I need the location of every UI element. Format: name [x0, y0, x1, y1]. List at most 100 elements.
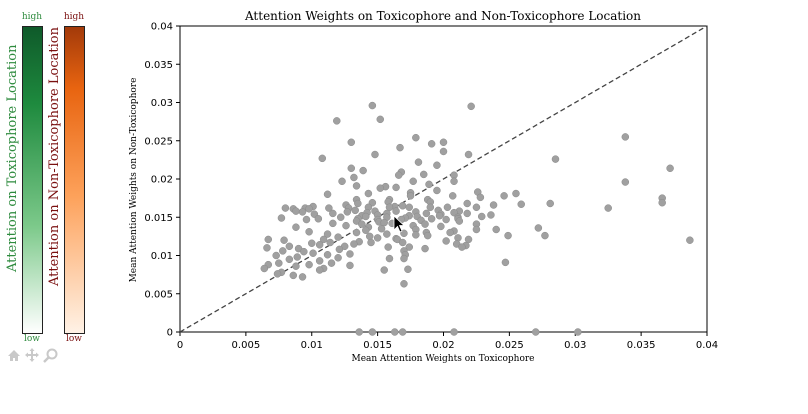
data-point — [464, 150, 473, 159]
data-point — [347, 138, 356, 147]
data-point — [298, 273, 307, 281]
data-point — [376, 184, 385, 192]
non-toxicophore-colorbar-low-label: low — [65, 334, 82, 344]
data-point — [334, 254, 342, 262]
data-point — [289, 271, 298, 280]
data-point — [350, 173, 358, 182]
data-point — [285, 255, 294, 264]
data-point — [421, 220, 429, 228]
data-point — [423, 231, 432, 240]
data-point — [352, 182, 361, 190]
data-point — [472, 203, 481, 212]
data-point — [427, 140, 436, 148]
x-tick-label: 0.015 — [363, 340, 392, 351]
data-point — [263, 244, 271, 252]
zoom-icon[interactable] — [42, 347, 58, 363]
data-point — [285, 242, 294, 251]
data-point — [364, 189, 373, 198]
x-tick-label: 0.035 — [627, 340, 656, 351]
data-point — [338, 177, 346, 186]
data-point — [534, 224, 543, 232]
x-tick-label: 0.01 — [301, 340, 323, 351]
data-point — [551, 155, 560, 163]
y-tick-label: 0.01 — [151, 251, 173, 262]
data-point — [347, 164, 356, 173]
data-point — [279, 247, 287, 255]
data-point — [477, 212, 486, 221]
data-point — [335, 245, 344, 254]
data-point — [368, 101, 377, 110]
data-point — [467, 102, 475, 111]
y-tick-label: 0.005 — [144, 289, 173, 300]
data-point — [367, 238, 375, 247]
data-point — [300, 247, 308, 256]
data-point — [373, 234, 382, 242]
y-tick-label: 0.035 — [144, 60, 173, 71]
data-point — [362, 212, 370, 221]
data-point — [437, 222, 445, 231]
data-point — [472, 225, 481, 234]
x-axis-label: Mean Attention Weights on Toxicophore — [351, 354, 534, 364]
data-point — [350, 240, 358, 248]
toxicophore-colorbar — [22, 26, 43, 334]
data-point — [346, 250, 354, 258]
data-point — [359, 166, 367, 175]
data-point — [292, 262, 300, 270]
data-point — [404, 265, 412, 274]
data-point — [326, 238, 334, 247]
home-icon[interactable] — [6, 347, 22, 363]
data-point — [512, 189, 520, 198]
data-point — [323, 190, 332, 199]
data-point — [398, 238, 407, 247]
identity-line — [179, 25, 708, 333]
data-point — [541, 231, 549, 240]
x-tick-label: 0.005 — [232, 340, 261, 351]
mouse-cursor-icon — [393, 215, 406, 233]
data-point — [658, 198, 666, 207]
data-point — [305, 228, 313, 236]
non-toxicophore-colorbar — [64, 26, 85, 334]
data-point — [385, 254, 394, 263]
data-point — [517, 200, 525, 208]
y-axis-label: Mean Attention Weights on Non-Toxicophor… — [129, 78, 139, 283]
data-point — [314, 215, 323, 223]
data-point — [500, 192, 508, 200]
pan-icon[interactable] — [24, 347, 40, 363]
data-point — [621, 178, 630, 186]
data-point — [275, 259, 283, 267]
data-point — [280, 236, 288, 244]
data-point — [318, 154, 327, 163]
chart-title: Attention Weights on Toxicophore and Non… — [244, 9, 641, 23]
data-point — [380, 266, 388, 274]
data-point — [292, 207, 300, 215]
data-point — [264, 235, 273, 244]
toxicophore-colorbar-high-label: high — [21, 12, 43, 22]
data-point — [435, 211, 444, 220]
data-point — [398, 328, 407, 336]
data-point — [383, 230, 391, 238]
data-point — [409, 177, 417, 186]
data-point — [368, 328, 377, 336]
data-point — [327, 259, 336, 267]
data-point — [405, 243, 413, 251]
data-point — [450, 328, 458, 336]
data-point — [272, 251, 280, 260]
data-point — [427, 215, 436, 223]
data-point — [455, 217, 464, 225]
data-point — [400, 254, 408, 263]
data-point — [504, 231, 512, 240]
data-point — [487, 211, 495, 219]
y-tick-label: 0 — [167, 328, 173, 339]
data-point — [293, 253, 302, 261]
data-point — [405, 203, 413, 212]
data-point — [354, 199, 362, 208]
toxicophore-colorbar-low-label: low — [23, 334, 40, 344]
x-tick-label: 0 — [177, 340, 183, 351]
data-point — [329, 209, 337, 218]
data-point — [476, 193, 485, 202]
data-point — [443, 203, 452, 212]
data-point — [406, 192, 415, 200]
data-point — [377, 224, 386, 233]
data-point — [392, 207, 400, 215]
